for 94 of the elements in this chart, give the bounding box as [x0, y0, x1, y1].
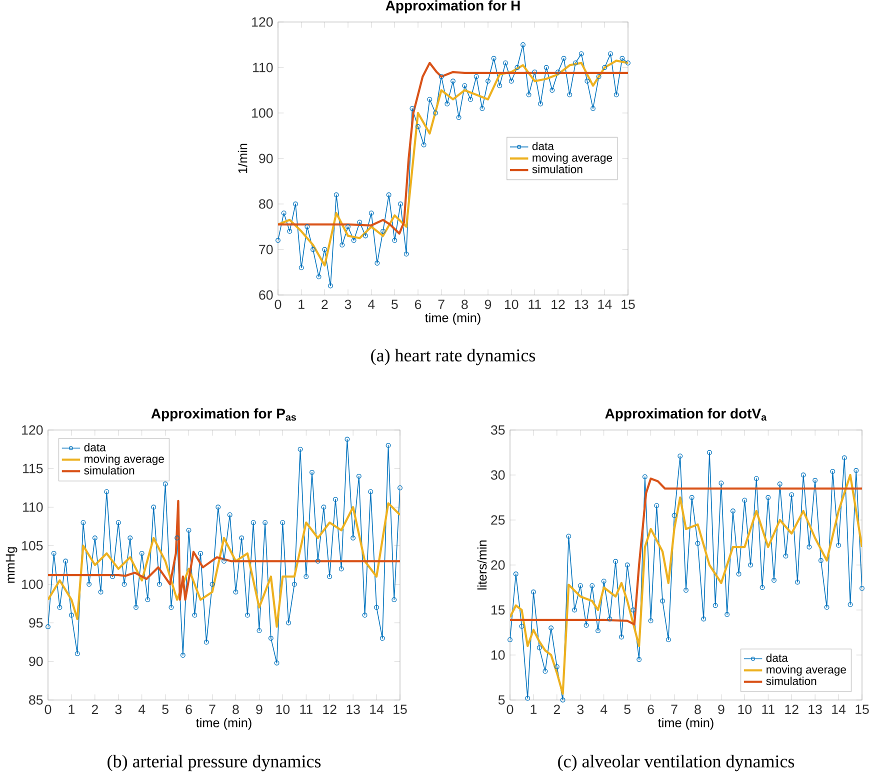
y-axis-title: liters/min [477, 540, 487, 590]
y-tick-label: 115 [23, 464, 43, 474]
legend-label: data [766, 654, 788, 662]
x-tick-label: 9 [484, 300, 492, 310]
legend-label: simulation [84, 466, 134, 474]
y-tick-label: 110 [253, 62, 273, 72]
x-tick-label: 12 [323, 704, 336, 714]
line-series [48, 502, 400, 628]
x-tick-label: 15 [394, 704, 407, 714]
y-tick-label: 100 [22, 580, 43, 590]
x-tick-label: 6 [414, 300, 422, 310]
x-tick-label: 3 [344, 300, 352, 310]
x-axis-title: time (min) [658, 718, 714, 730]
x-tick-label: 5 [392, 300, 398, 310]
x-tick-label: 1 [298, 300, 304, 309]
y-tick-label: 100 [252, 108, 273, 118]
x-tick-label: 8 [232, 704, 239, 714]
x-tick-label: 13 [808, 704, 822, 714]
legend-label: simulation [532, 164, 582, 174]
y-tick-label: 15 [491, 605, 505, 615]
x-tick-label: 2 [322, 300, 328, 310]
y-tick-label: 60 [259, 290, 273, 300]
x-tick-label: 2 [554, 704, 560, 714]
line-series [278, 60, 628, 266]
x-tick-label: 11 [300, 704, 312, 714]
y-axis-title: 1/min [238, 144, 248, 174]
y-tick-label: 80 [259, 199, 273, 209]
y-tick-label: 30 [490, 470, 505, 480]
x-tick-label: 5 [624, 704, 630, 714]
x-tick-label: 0 [44, 704, 52, 714]
x-tick-label: 10 [276, 704, 290, 714]
legend-label: moving average [766, 665, 846, 676]
x-tick-label: 12 [785, 704, 798, 714]
legend-label: simulation [766, 676, 816, 686]
legend-label: data [84, 443, 106, 452]
x-tick-label: 7 [438, 300, 444, 309]
x-tick-label: 4 [600, 704, 608, 714]
y-axis-title: mmHg [6, 547, 18, 583]
x-axis-title: time (min) [196, 718, 252, 730]
legend-label: moving average [84, 454, 164, 466]
x-tick-label: 6 [648, 704, 654, 714]
x-tick-label: 7 [671, 704, 678, 714]
x-tick-label: 11 [528, 300, 541, 309]
x-tick-label: 13 [346, 704, 360, 714]
y-tick-label: 20 [491, 560, 505, 570]
text: (a) heart rate dynamics [371, 348, 536, 366]
y-tick-label: 90 [29, 656, 43, 666]
x-axis-title: time (min) [425, 312, 480, 325]
y-tick-label: 120 [252, 17, 273, 27]
x-tick-label: 3 [115, 704, 122, 714]
y-tick-label: 110 [23, 502, 43, 512]
x-tick-label: 3 [577, 704, 584, 714]
x-tick-label: 5 [162, 704, 168, 714]
y-tick-label: 95 [29, 618, 43, 628]
text: (c) alveolar ventilation dynamics [558, 754, 794, 772]
x-tick-label: 9 [256, 704, 262, 714]
y-tick-label: 120 [22, 425, 43, 435]
x-tick-label: 10 [504, 300, 518, 310]
text: (b) arterial pressure dynamics [108, 754, 321, 772]
x-tick-label: 11 [762, 704, 774, 714]
x-tick-label: 14 [370, 704, 384, 714]
y-tick-label: 85 [29, 695, 43, 705]
x-tick-label: 8 [694, 704, 701, 714]
x-tick-label: 7 [209, 704, 216, 714]
chart-title: Approximation for P$_{as}$ [151, 408, 296, 422]
chart-title: Approximation for dotV$_{a}$ [605, 408, 767, 422]
y-tick-label: 90 [259, 154, 273, 164]
x-tick-label: 15 [856, 704, 869, 714]
x-tick-label: 0 [274, 300, 282, 310]
y-tick-label: 10 [491, 650, 505, 660]
x-tick-label: 1 [530, 704, 537, 714]
x-tick-label: 14 [832, 704, 846, 714]
chart-title: Approximation for H [386, 0, 520, 14]
y-tick-label: 105 [22, 541, 43, 550]
x-tick-label: 15 [622, 300, 635, 310]
x-tick-label: 12 [552, 300, 565, 310]
x-tick-label: 2 [92, 704, 98, 714]
y-tick-label: 5 [498, 695, 505, 705]
legend-label: data [532, 142, 554, 150]
x-tick-label: 4 [368, 300, 375, 309]
line-series [48, 500, 400, 601]
y-tick-label: 35 [490, 425, 505, 435]
x-tick-label: 0 [506, 704, 514, 714]
y-tick-label: 70 [259, 244, 273, 254]
x-tick-label: 6 [186, 704, 192, 714]
x-tick-label: 13 [574, 300, 588, 310]
y-tick-label: 25 [491, 515, 505, 525]
legend-label: moving average [532, 153, 612, 164]
x-tick-label: 14 [598, 300, 612, 309]
x-tick-label: 10 [738, 704, 752, 714]
x-tick-label: 9 [718, 704, 724, 714]
x-tick-label: 4 [138, 704, 146, 714]
x-tick-label: 8 [462, 300, 468, 310]
x-tick-label: 1 [68, 704, 75, 714]
